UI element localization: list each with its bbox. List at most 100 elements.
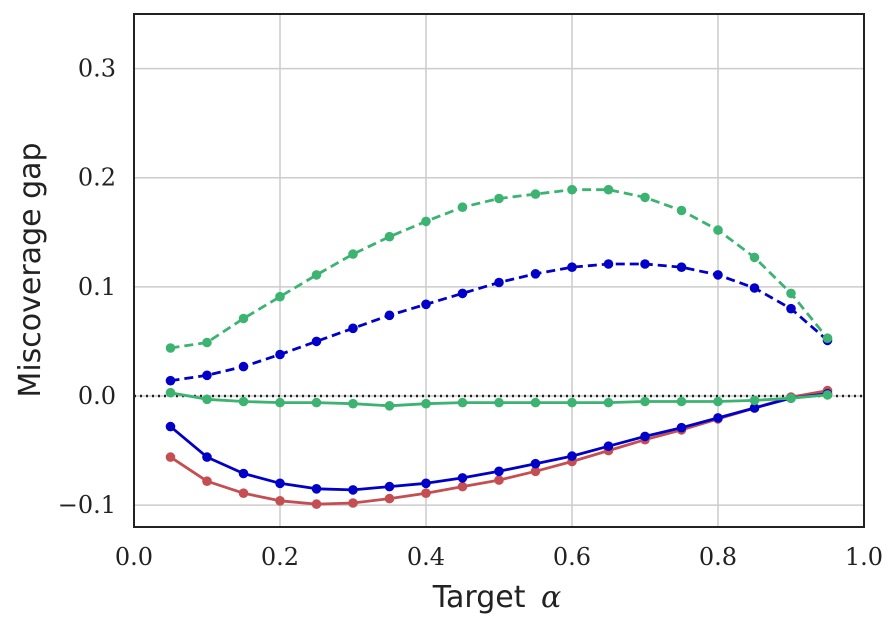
data-point [749, 252, 760, 263]
data-point [165, 375, 176, 386]
data-point [457, 202, 468, 212]
data-point [603, 259, 614, 269]
y-tick-label: −0.1 [58, 491, 116, 519]
data-point [713, 225, 723, 235]
data-point [530, 269, 541, 279]
data-point [676, 262, 687, 273]
data-point [202, 452, 212, 462]
data-point [238, 361, 249, 372]
data-point [348, 485, 358, 495]
data-point [676, 205, 687, 216]
data-point [348, 498, 358, 508]
data-point [822, 390, 833, 400]
data-point [384, 481, 395, 492]
data-point [311, 499, 322, 509]
data-point [676, 422, 687, 433]
data-point [494, 397, 504, 408]
data-point [348, 323, 358, 334]
data-point [640, 431, 650, 442]
data-point [457, 481, 468, 492]
series-4-dashed [165, 184, 833, 353]
y-tick-label: 0.2 [78, 164, 116, 192]
y-tick-label: 0.0 [78, 382, 116, 410]
data-point [421, 216, 431, 227]
x-axis-label-symbol: α [541, 580, 561, 615]
data-point [202, 476, 212, 487]
data-point [275, 291, 285, 302]
data-point [275, 397, 285, 408]
y-tick-label: 0.1 [78, 273, 116, 301]
data-point [238, 488, 249, 499]
data-point [457, 473, 468, 483]
data-point [530, 397, 541, 408]
x-tick-label: 0.4 [407, 543, 445, 571]
data-point [202, 394, 212, 405]
data-point [421, 478, 431, 489]
data-point [202, 370, 212, 381]
data-point [348, 249, 358, 259]
y-axis-label: Miscoverage gap [13, 142, 48, 397]
data-point [348, 398, 358, 409]
data-point [567, 397, 577, 408]
series-line [169, 389, 828, 506]
data-point [457, 288, 468, 299]
series-2-solid [165, 387, 833, 411]
data-point [786, 303, 796, 314]
data-point [494, 466, 504, 477]
data-point [311, 397, 322, 408]
x-axis-label-text: Target [432, 580, 526, 615]
data-point [275, 496, 285, 506]
data-point [749, 403, 760, 413]
x-tick-label: 0.0 [115, 543, 153, 571]
y-tick-label: 0.3 [78, 55, 116, 83]
data-point [238, 468, 249, 479]
data-point [786, 288, 796, 299]
data-point [603, 397, 614, 408]
data-point [421, 488, 431, 499]
data-point [165, 343, 176, 353]
x-axis-label: Target α [432, 580, 562, 615]
series-layer [165, 184, 833, 509]
plot-frame [133, 13, 865, 528]
grid-lines [133, 14, 865, 527]
data-point [786, 393, 796, 404]
data-point [713, 396, 723, 407]
data-point [384, 231, 395, 242]
data-point [275, 349, 285, 360]
data-point [713, 413, 723, 423]
data-point [165, 421, 176, 432]
data-point [238, 313, 249, 324]
x-tick-label: 0.2 [261, 543, 299, 571]
data-point [640, 396, 650, 407]
data-point [640, 259, 650, 269]
series-3-dashed [165, 259, 833, 386]
data-point [676, 396, 687, 407]
data-point [530, 458, 541, 469]
x-tick-label: 0.6 [553, 543, 591, 571]
data-point [603, 184, 614, 195]
data-point [494, 475, 504, 485]
data-point [457, 397, 468, 408]
data-point [494, 277, 504, 288]
data-point [421, 299, 431, 310]
data-point [822, 333, 833, 344]
data-point [530, 189, 541, 199]
data-point [567, 184, 577, 195]
data-point [567, 262, 577, 273]
data-point [567, 451, 577, 461]
data-point [530, 466, 541, 477]
data-point [275, 478, 285, 489]
data-point [384, 401, 395, 411]
x-tick-label: 0.8 [699, 543, 737, 571]
data-point [421, 398, 431, 409]
data-point [749, 395, 760, 406]
data-point [384, 310, 395, 321]
data-point [165, 387, 176, 398]
series-line [170, 188, 829, 350]
data-point [311, 484, 322, 494]
data-point [202, 337, 212, 348]
x-tick-label: 1.0 [845, 543, 883, 571]
data-point [494, 193, 504, 204]
